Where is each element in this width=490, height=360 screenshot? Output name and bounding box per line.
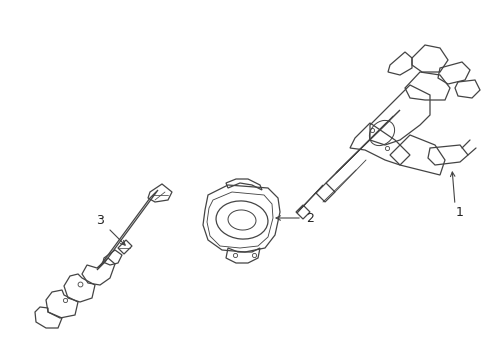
Text: 2: 2: [306, 211, 314, 225]
Text: 3: 3: [96, 213, 104, 226]
Text: 1: 1: [456, 207, 464, 220]
